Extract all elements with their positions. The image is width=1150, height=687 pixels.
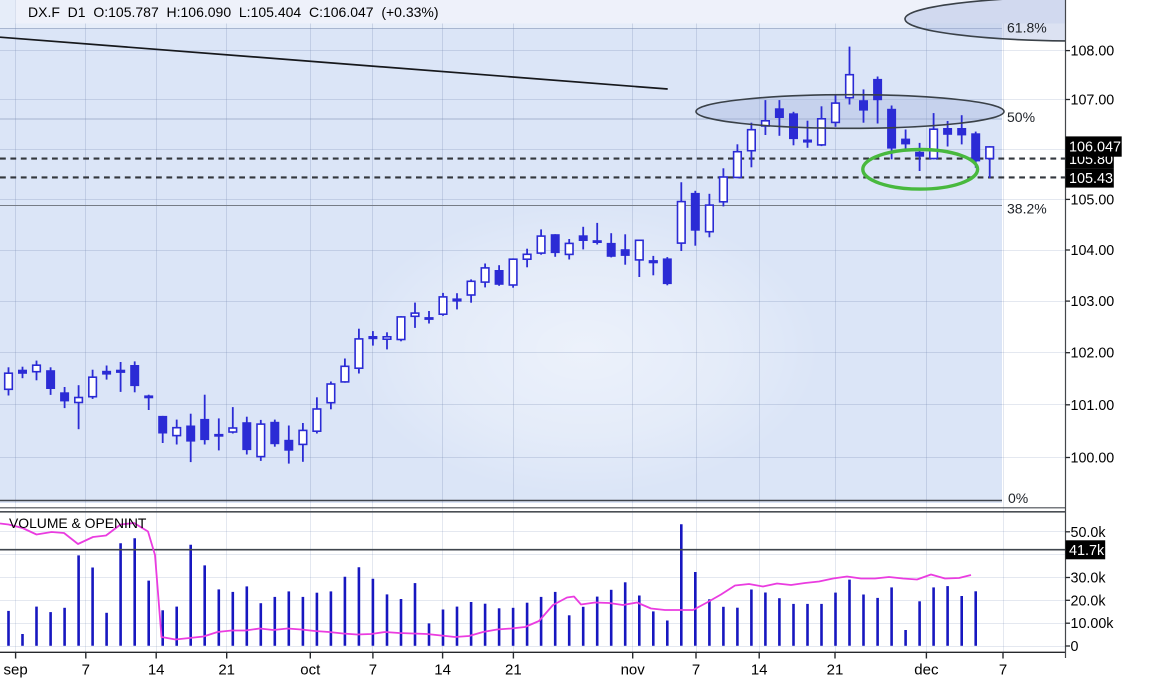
svg-text:7: 7 xyxy=(999,662,1007,679)
svg-text:103.00: 103.00 xyxy=(1071,294,1115,310)
svg-text:0%: 0% xyxy=(1008,490,1028,506)
svg-text:105.43: 105.43 xyxy=(1069,171,1113,187)
svg-text:0: 0 xyxy=(1071,639,1079,655)
svg-text:100.00: 100.00 xyxy=(1071,451,1115,467)
svg-text:21: 21 xyxy=(505,662,522,679)
svg-text:21: 21 xyxy=(827,662,844,679)
svg-text:20.0k: 20.0k xyxy=(1071,593,1107,609)
svg-text:102.00: 102.00 xyxy=(1071,346,1115,362)
svg-text:106.047: 106.047 xyxy=(1069,140,1121,156)
svg-text:dec: dec xyxy=(914,662,939,679)
svg-text:50.0k: 50.0k xyxy=(1071,525,1107,541)
svg-text:14: 14 xyxy=(148,662,165,679)
svg-text:VOLUME & OPENINT: VOLUME & OPENINT xyxy=(9,515,147,531)
svg-text:104.00: 104.00 xyxy=(1071,243,1115,259)
svg-text:14: 14 xyxy=(434,662,451,679)
svg-text:50%: 50% xyxy=(1007,109,1035,125)
svg-text:7: 7 xyxy=(82,662,90,679)
svg-text:7: 7 xyxy=(692,662,700,679)
svg-text:21: 21 xyxy=(218,662,235,679)
svg-text:30.0k: 30.0k xyxy=(1071,571,1107,587)
svg-text:sep: sep xyxy=(4,662,28,679)
svg-text:41.7k: 41.7k xyxy=(1069,543,1105,559)
svg-text:DX.F D1 O:105.787 H:106.090: DX.F D1 O:105.787 H:106.090 L:105.404 C:… xyxy=(28,4,439,20)
svg-text:10.00k: 10.00k xyxy=(1071,616,1115,632)
svg-text:7: 7 xyxy=(369,662,377,679)
svg-text:108.00: 108.00 xyxy=(1071,44,1115,60)
svg-text:oct: oct xyxy=(300,662,321,679)
svg-text:nov: nov xyxy=(621,662,646,679)
svg-text:38.2%: 38.2% xyxy=(1007,201,1047,217)
svg-text:107.00: 107.00 xyxy=(1071,93,1115,109)
svg-text:101.00: 101.00 xyxy=(1071,398,1115,414)
svg-text:14: 14 xyxy=(751,662,768,679)
svg-text:61.8%: 61.8% xyxy=(1007,20,1047,36)
svg-text:105.00: 105.00 xyxy=(1071,192,1115,208)
